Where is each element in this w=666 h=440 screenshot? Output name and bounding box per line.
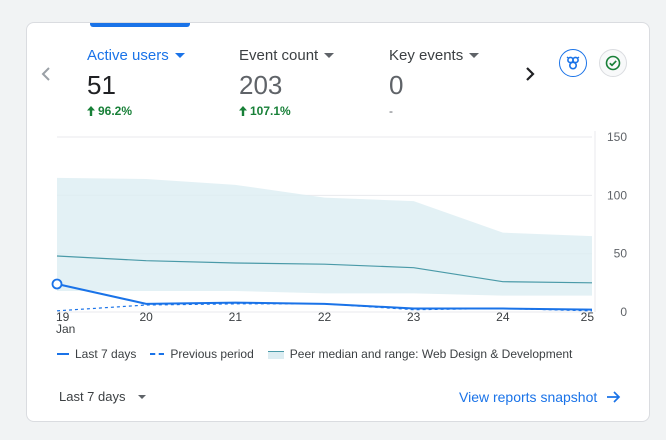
date-range-label: Last 7 days [59, 389, 126, 404]
legend-swatch [57, 353, 69, 355]
peer-range-band [57, 177, 592, 296]
arrow-up-icon [87, 106, 95, 116]
chevron-left-icon [41, 67, 50, 81]
arrow-up-icon [239, 106, 247, 116]
active-users-card: Active users 51 96.2% Event count 203 10… [26, 22, 650, 422]
legend-label: Last 7 days [75, 347, 137, 361]
metric-label: Event count [239, 47, 335, 64]
legend-label: Peer median and range: Web Design & Deve… [289, 347, 573, 361]
x-tick-sublabel: Jan [56, 322, 75, 336]
view-link-label: View reports snapshot [459, 389, 598, 405]
view-reports-snapshot-link[interactable]: View reports snapshot [459, 389, 621, 405]
metric-change: - [389, 104, 393, 118]
x-tick-label: 25 [581, 310, 595, 324]
metric-label: Active users [87, 47, 185, 64]
metric-value: 0 [389, 70, 404, 100]
active-metric-indicator [90, 23, 190, 27]
peer-median-line [56, 255, 593, 284]
legend-swatch [267, 351, 284, 359]
x-tick-label: 24 [496, 310, 510, 324]
caret-down-icon [137, 394, 146, 399]
data-point-marker [51, 278, 63, 290]
y-tick-label: 50 [614, 247, 628, 261]
previous-metrics-button[interactable] [37, 63, 55, 85]
next-metrics-button[interactable] [521, 63, 539, 85]
arrow-right-icon [607, 391, 621, 403]
metric-active-users[interactable]: Active users 51 96.2% [87, 47, 185, 118]
active-users-chart: 0 50 100 150 19 20 21 22 23 24 25 Jan [51, 130, 628, 336]
caret-down-icon [174, 53, 185, 58]
legend-last-7-days: Last 7 days [57, 347, 136, 361]
x-tick-label: 21 [229, 310, 243, 324]
date-range-dropdown[interactable]: Last 7 days [59, 389, 146, 404]
x-tick-label: 22 [318, 310, 332, 324]
x-tick-label: 23 [407, 310, 421, 324]
metric-value: 203 [239, 70, 283, 100]
x-tick-label: 19 [56, 310, 70, 324]
metric-label: Key events [389, 47, 480, 64]
chart-legend: Last 7 days Previous period Peer median … [57, 347, 572, 361]
insights-icon [566, 56, 580, 70]
insights-button[interactable] [559, 49, 587, 77]
y-tick-label: 150 [607, 130, 627, 144]
previous-period-line [56, 303, 593, 312]
legend-previous-period: Previous period [150, 347, 254, 361]
metric-value: 51 [87, 70, 116, 100]
metric-change: 107.1% [239, 104, 334, 118]
legend-label: Previous period [170, 347, 254, 361]
chevron-right-icon [526, 67, 535, 81]
legend-peer-range: Peer median and range: Web Design & Deve… [267, 347, 573, 361]
legend-swatch [150, 353, 165, 355]
caret-down-icon [469, 53, 480, 58]
y-tick-label: 0 [620, 305, 627, 319]
metric-change: 96.2% [87, 104, 185, 118]
x-tick-label: 20 [139, 310, 153, 324]
metric-key-events[interactable]: Key events 0 - [389, 47, 480, 118]
check-status-button[interactable] [599, 49, 627, 77]
metric-event-count[interactable]: Event count 203 107.1% [239, 47, 335, 118]
check-circle-icon [605, 55, 621, 71]
y-tick-label: 100 [607, 188, 627, 202]
caret-down-icon [324, 53, 335, 58]
